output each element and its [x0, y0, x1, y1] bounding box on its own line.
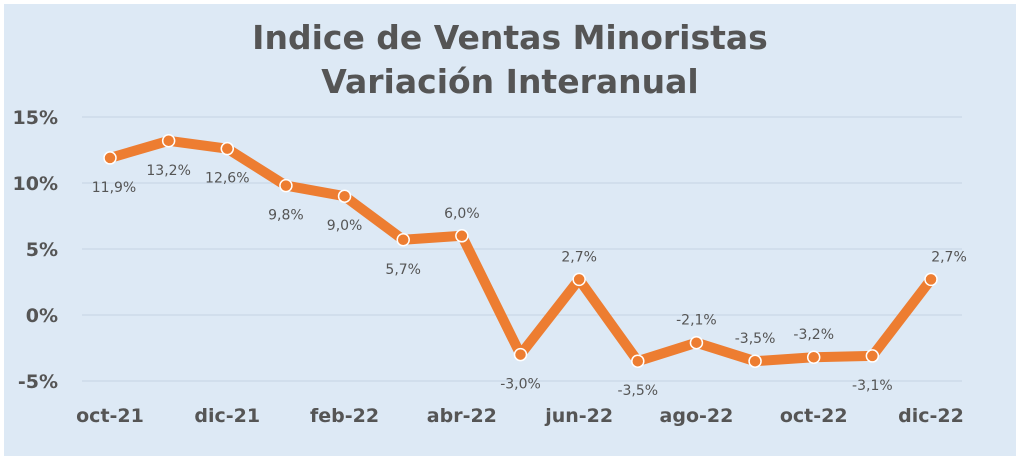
x-tick-label: ago-22: [660, 405, 734, 427]
data-point: [806, 350, 821, 364]
data-point: [161, 134, 176, 148]
data-point: [103, 151, 117, 165]
data-label: 2,7%: [931, 249, 967, 265]
y-tick-label: 15%: [13, 107, 58, 129]
x-tick-label: jun-22: [544, 405, 613, 427]
data-label: -3,5%: [735, 331, 776, 347]
data-label: 12,6%: [205, 171, 249, 187]
data-label: -2,1%: [676, 313, 717, 329]
x-tick-label: feb-22: [310, 405, 379, 427]
data-label: 2,7%: [561, 249, 597, 265]
data-label: 6,0%: [444, 206, 480, 222]
data-label: 9,0%: [327, 218, 363, 234]
data-point: [513, 347, 528, 362]
y-tick-label: 5%: [26, 239, 58, 261]
data-label: -3,5%: [617, 383, 658, 399]
data-label: 5,7%: [385, 262, 421, 278]
data-label: 13,2%: [146, 163, 190, 179]
data-point: [631, 354, 645, 368]
data-point: [220, 141, 235, 156]
y-tick-label: -5%: [18, 371, 58, 393]
data-point: [455, 229, 469, 243]
data-label: -3,1%: [852, 378, 893, 394]
chart-title-line-2: Variación Interanual: [321, 62, 699, 101]
data-label: -3,0%: [500, 377, 541, 393]
x-tick-label: oct-22: [780, 405, 848, 427]
y-tick-label: 0%: [26, 305, 58, 327]
data-point: [396, 233, 410, 247]
data-point: [865, 349, 880, 363]
data-point: [279, 178, 293, 193]
x-tick-label: dic-22: [898, 405, 964, 427]
x-tick-label: oct-21: [76, 405, 144, 427]
data-label: 11,9%: [92, 180, 136, 196]
x-tick-label: dic-21: [194, 405, 260, 427]
data-label: 9,8%: [268, 208, 304, 224]
data-point: [572, 272, 586, 287]
y-tick-label: 10%: [13, 173, 58, 195]
x-tick-label: abr-22: [427, 405, 497, 427]
chart-title: Indice de Ventas Minoristas Variación In…: [4, 16, 1016, 104]
chart-title-line-1: Indice de Ventas Minoristas: [252, 18, 768, 57]
data-point: [689, 335, 704, 350]
data-point: [337, 189, 352, 203]
data-label: -3,2%: [793, 327, 834, 343]
data-point: [748, 354, 762, 368]
data-point: [924, 272, 938, 287]
